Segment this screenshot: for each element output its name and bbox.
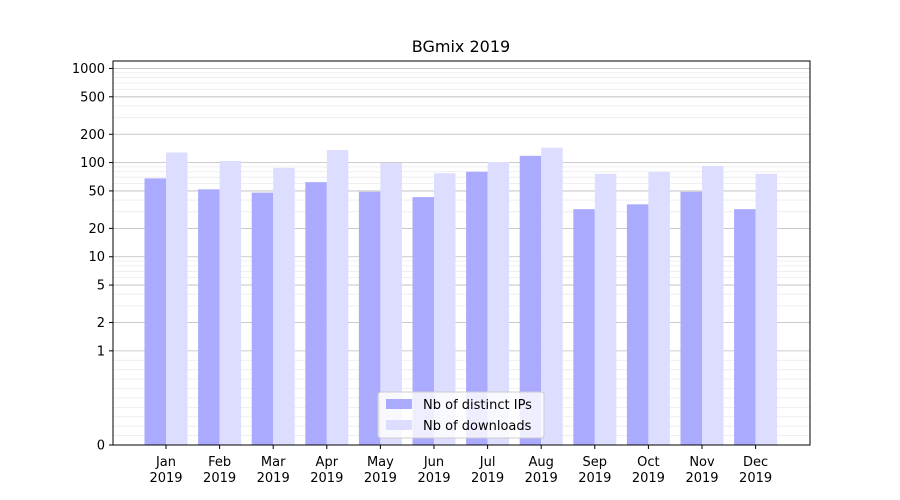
legend-label-downloads: Nb of downloads <box>423 419 532 434</box>
x-tick-label-year: 2019 <box>525 471 558 486</box>
x-tick-label-year: 2019 <box>685 471 718 486</box>
x-tick-label-month: Nov <box>689 455 715 470</box>
x-tick-label-month: Aug <box>529 455 554 470</box>
x-tick-label-year: 2019 <box>632 471 665 486</box>
bar-distinct-ips <box>251 192 274 445</box>
bar-downloads <box>166 152 188 445</box>
bar-downloads <box>702 165 724 445</box>
bar-downloads <box>594 173 617 445</box>
bar-distinct-ips <box>412 197 434 445</box>
y-tick-label: 1 <box>97 344 105 359</box>
legend: Nb of distinct IPs Nb of downloads <box>377 391 545 439</box>
bar-downloads <box>326 150 349 445</box>
bar-distinct-ips <box>734 209 756 445</box>
x-tick-label-year: 2019 <box>471 471 504 486</box>
bar-downloads <box>380 163 402 445</box>
y-tick-label: 50 <box>88 184 105 199</box>
x-tick-label-year: 2019 <box>310 471 343 486</box>
bar-distinct-ips <box>680 191 702 445</box>
x-tick-label-month: Dec <box>743 455 768 470</box>
x-tick-label-month: May <box>367 455 394 470</box>
y-tick-label: 10 <box>88 250 105 265</box>
bar-distinct-ips <box>573 209 595 445</box>
bar-downloads <box>755 173 778 445</box>
x-tick-label-year: 2019 <box>417 471 450 486</box>
x-tick-label-month: Jan <box>155 455 176 470</box>
bar-downloads <box>273 167 295 445</box>
bar-distinct-ips <box>305 182 327 445</box>
bar-distinct-ips <box>466 171 488 445</box>
bar-downloads <box>219 160 242 445</box>
x-tick-label-year: 2019 <box>149 471 182 486</box>
x-tick-label-month: Apr <box>316 455 339 470</box>
plot-frame <box>112 60 811 446</box>
x-tick-label-year: 2019 <box>578 471 611 486</box>
y-tick-label: 500 <box>80 90 105 105</box>
chart-title: BGmix 2019 <box>412 37 510 56</box>
x-tick-label-year: 2019 <box>364 471 397 486</box>
y-tick-label: 200 <box>80 128 105 143</box>
x-tick-label-month: Jun <box>423 455 444 470</box>
legend-label-distinct-ips: Nb of distinct IPs <box>423 398 532 413</box>
x-tick-label-month: Jul <box>479 455 496 470</box>
y-tick-label: 100 <box>80 156 105 171</box>
x-tick-label-year: 2019 <box>257 471 290 486</box>
bar-distinct-ips <box>626 204 649 445</box>
axes: 01251020501002005001000Jan2019Feb2019Mar… <box>72 60 811 486</box>
x-tick-label-year: 2019 <box>739 471 772 486</box>
legend-swatch-downloads <box>386 420 412 430</box>
y-tick-label: 20 <box>88 222 105 237</box>
bar-distinct-ips <box>358 191 381 445</box>
bar-downloads <box>487 162 510 445</box>
x-tick-label-year: 2019 <box>203 471 236 486</box>
y-tick-label: 1000 <box>72 62 105 77</box>
bar-downloads <box>434 173 456 445</box>
x-tick-label-month: Feb <box>208 455 231 470</box>
x-tick-label-month: Oct <box>637 455 659 470</box>
bars <box>144 147 778 446</box>
x-tick-label-month: Sep <box>583 455 608 470</box>
bar-downloads <box>541 147 563 446</box>
y-tick-label: 2 <box>97 316 105 331</box>
x-tick-label-month: Mar <box>261 455 286 470</box>
bar-distinct-ips <box>144 178 166 445</box>
y-tick-label: 0 <box>97 439 105 454</box>
legend-swatch-distinct-ips <box>386 399 412 409</box>
bar-distinct-ips <box>519 155 542 445</box>
y-tick-label: 5 <box>97 279 105 294</box>
bar-downloads <box>648 171 670 445</box>
legend-box <box>377 391 545 439</box>
bar-distinct-ips <box>198 189 220 445</box>
